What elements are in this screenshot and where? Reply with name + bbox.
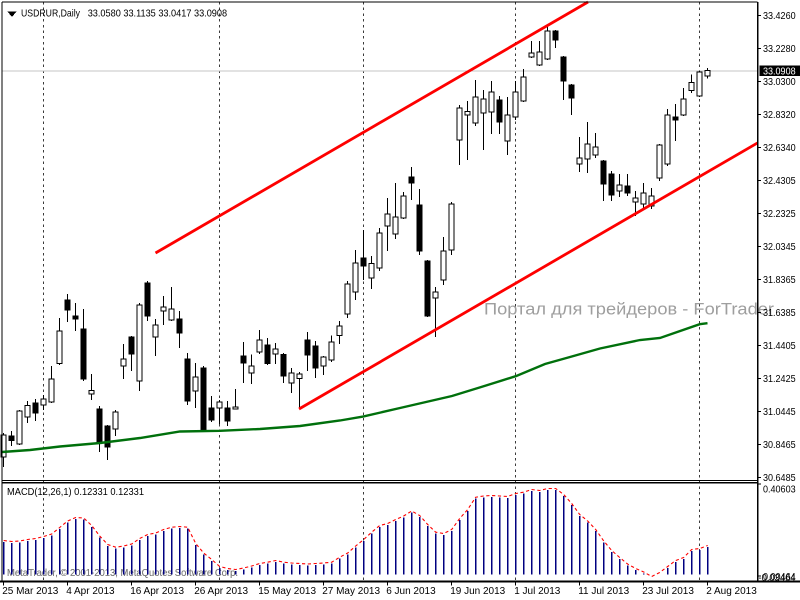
svg-text:MACD(12,26,1) 0.12331 0.12331: MACD(12,26,1) 0.12331 0.12331 — [7, 486, 144, 498]
svg-text:31.6385: 31.6385 — [763, 308, 796, 319]
svg-text:27 May 2013: 27 May 2013 — [322, 586, 380, 597]
svg-text:6 Jun 2013: 6 Jun 2013 — [386, 586, 436, 597]
svg-text:33.2280: 33.2280 — [763, 44, 796, 55]
svg-text:31.4405: 31.4405 — [763, 341, 796, 352]
svg-text:26 Apr 2013: 26 Apr 2013 — [194, 586, 248, 597]
svg-text:4 Apr 2013: 4 Apr 2013 — [66, 586, 115, 597]
svg-text:Портал для трейдеров - ForTrad: Портал для трейдеров - ForTrader — [484, 300, 774, 319]
svg-text:32.0345: 32.0345 — [763, 242, 796, 253]
svg-text:23 Jul 2013: 23 Jul 2013 — [642, 586, 694, 597]
svg-text:11 Jul 2013: 11 Jul 2013 — [578, 586, 629, 597]
svg-text:32.8320: 32.8320 — [763, 110, 796, 121]
svg-text:2 Aug 2013: 2 Aug 2013 — [706, 586, 757, 597]
svg-text:32.6340: 32.6340 — [763, 143, 796, 154]
svg-text:15 May 2013: 15 May 2013 — [258, 586, 316, 597]
svg-text:-0.03464: -0.03464 — [759, 573, 796, 584]
svg-text:0.00464: 0.00464 — [763, 572, 796, 583]
svg-text:30.6485: 30.6485 — [763, 473, 796, 484]
svg-text:25 Mar 2013: 25 Mar 2013 — [2, 586, 59, 597]
svg-text:19 Jun 2013: 19 Jun 2013 — [450, 586, 505, 597]
svg-text:31.0445: 31.0445 — [763, 407, 796, 418]
svg-text:31.2425: 31.2425 — [763, 374, 796, 385]
svg-text:33.0908: 33.0908 — [763, 66, 796, 77]
svg-text:33.0580 33.1135 33.0417 33.090: 33.0580 33.1135 33.0417 33.0908 — [88, 8, 228, 20]
svg-text:16 Apr 2013: 16 Apr 2013 — [130, 586, 184, 597]
svg-text:31.8365: 31.8365 — [763, 275, 796, 286]
svg-text:33.4260: 33.4260 — [763, 11, 796, 22]
svg-text:USDRUR,Daily: USDRUR,Daily — [21, 8, 81, 20]
svg-text:30.8465: 30.8465 — [763, 440, 796, 451]
svg-text:0.40603: 0.40603 — [763, 484, 796, 495]
svg-text:32.4305: 32.4305 — [763, 176, 796, 187]
svg-text:32.2325: 32.2325 — [763, 209, 796, 220]
svg-text:33.0300: 33.0300 — [763, 77, 796, 88]
svg-text:1 Jul 2013: 1 Jul 2013 — [514, 586, 561, 597]
